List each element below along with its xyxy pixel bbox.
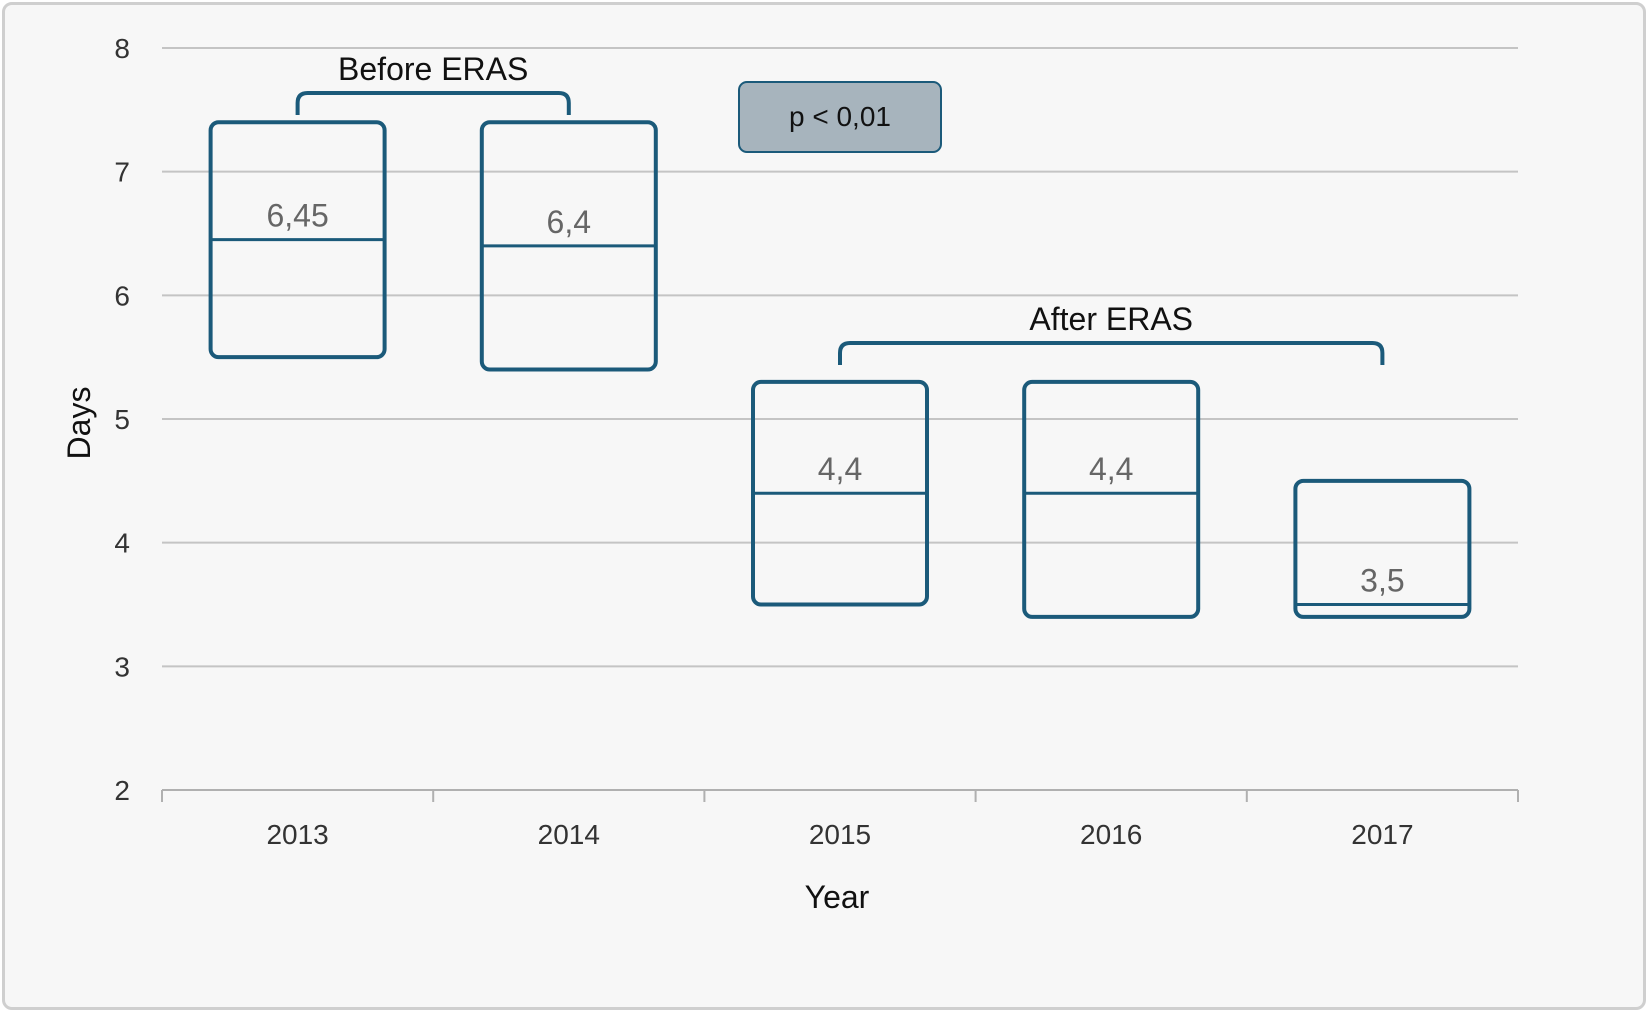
grid-lines (162, 47, 1518, 668)
box-2016 (1022, 379, 1201, 619)
median-label: 6,4 (547, 204, 591, 240)
median-label: 6,45 (266, 198, 328, 234)
x-axis-title: Year (805, 879, 870, 915)
y-tick-label: 6 (114, 280, 130, 311)
y-axis-ticks: 2 3 4 5 6 7 8 (114, 33, 130, 806)
p-value-label: p < 0,01 (789, 101, 891, 132)
x-tick-label: 2016 (1080, 819, 1142, 850)
box-chart: 2013 2014 2015 2016 2017 2 3 4 5 6 7 8 6,45 6,4 4,4 4… (61, 33, 1519, 915)
y-tick-label: 7 (114, 157, 130, 188)
before-eras-bracket (295, 91, 571, 115)
x-tick-label: 2015 (809, 819, 871, 850)
box-2017 (1293, 478, 1472, 619)
before-eras-label: Before ERAS (338, 51, 528, 87)
x-tick-label: 2013 (266, 819, 328, 850)
y-tick-label: 8 (114, 33, 130, 64)
median-label: 3,5 (1360, 563, 1404, 599)
x-tick-label: 2017 (1351, 819, 1413, 850)
median-label: 4,4 (818, 451, 862, 487)
x-axis: 2013 2014 2015 2016 2017 (161, 789, 1519, 850)
after-eras-label: After ERAS (1029, 301, 1193, 337)
y-tick-label: 2 (114, 775, 130, 806)
y-tick-label: 5 (114, 404, 130, 435)
after-eras-bracket (838, 341, 1385, 365)
y-axis-title: Days (61, 387, 97, 460)
y-tick-label: 4 (114, 528, 130, 559)
x-tick-label: 2014 (538, 819, 600, 850)
y-tick-label: 3 (114, 651, 130, 682)
p-value-box (738, 81, 942, 153)
boxes: 6,45 6,4 4,4 4,4 3,5 (208, 120, 1472, 619)
median-label: 4,4 (1089, 451, 1133, 487)
annotations: Before ERAS After ERAS p < 0,01 (295, 51, 1385, 365)
